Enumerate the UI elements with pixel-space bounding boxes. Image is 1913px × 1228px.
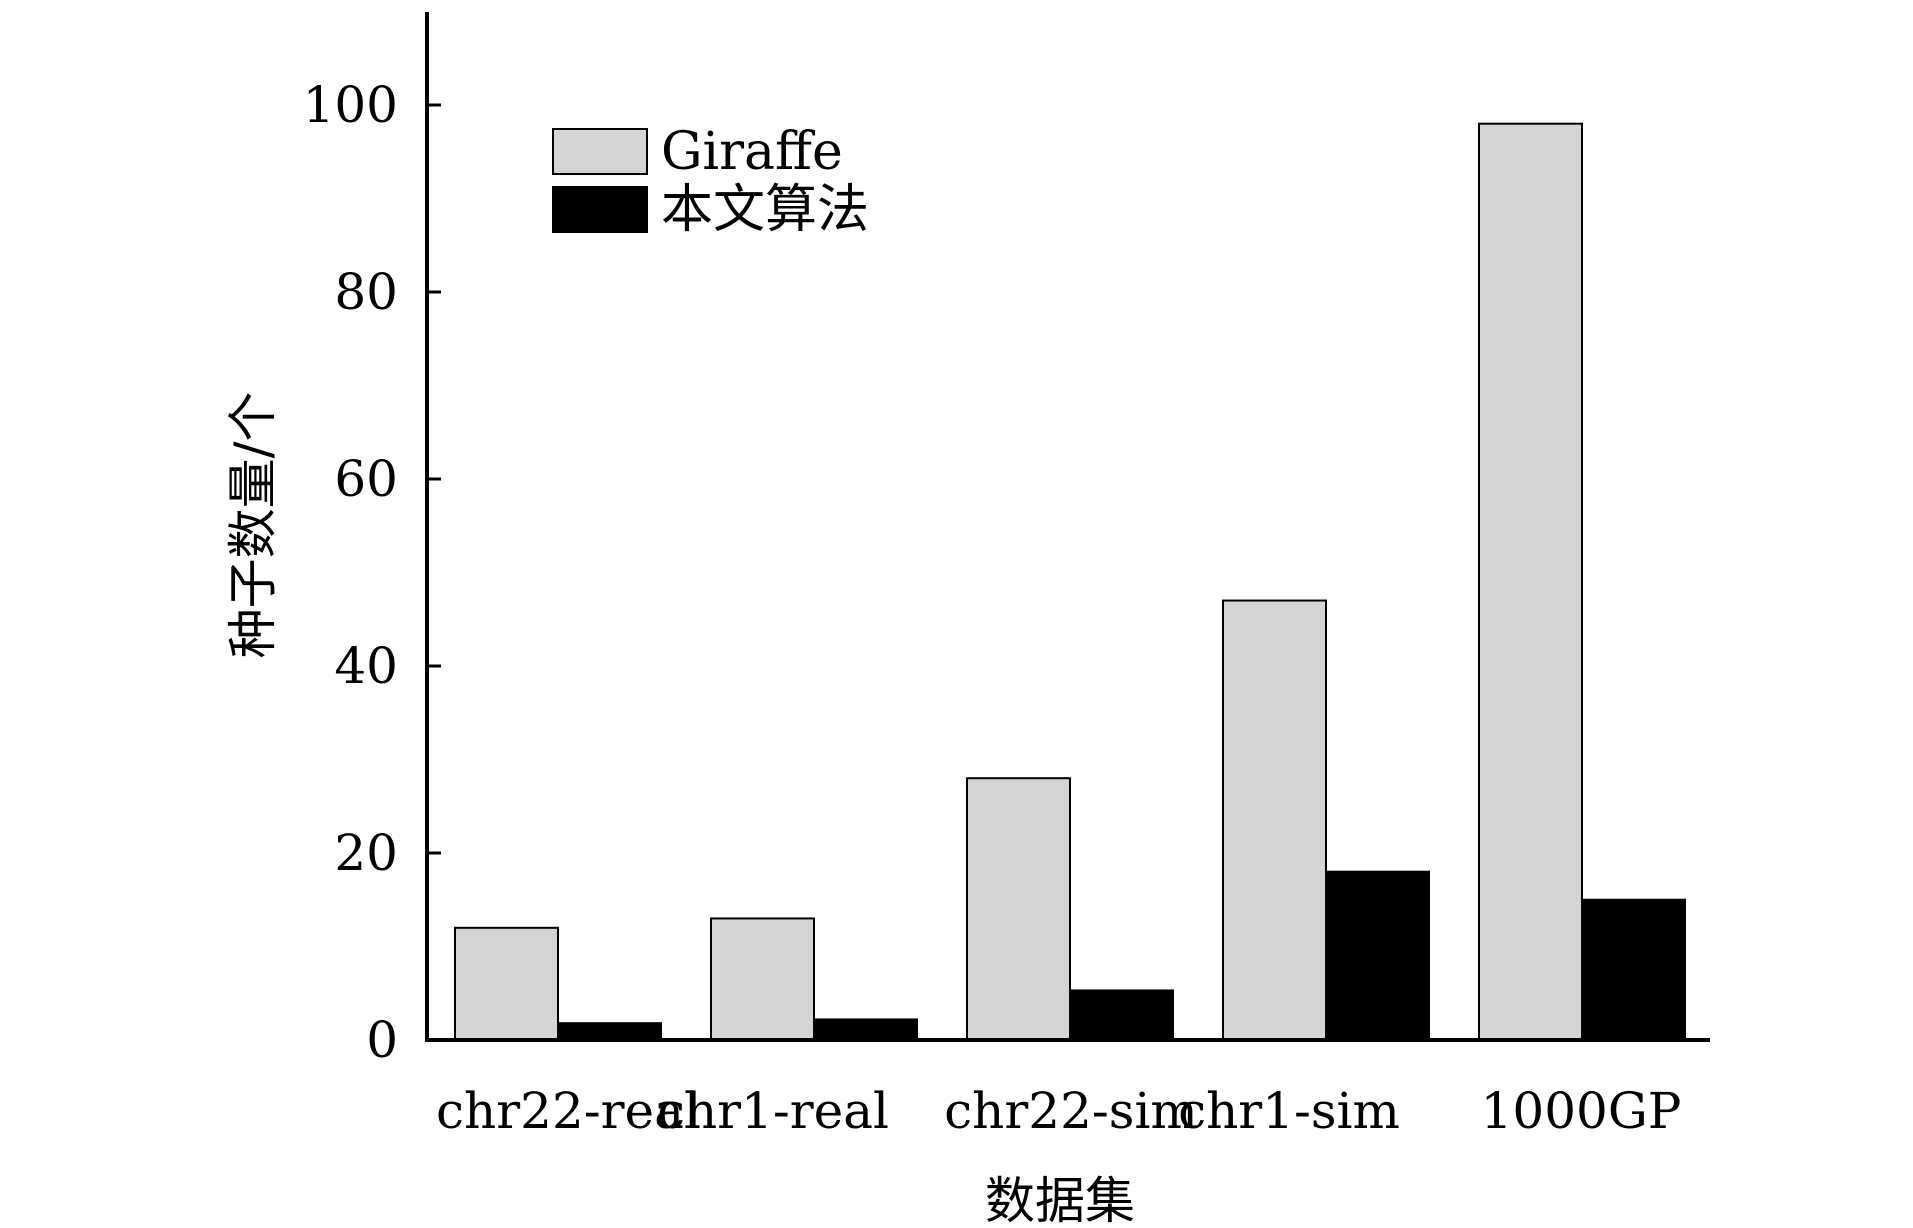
bar-giraffe-chr1-sim [1222,599,1327,1041]
bar-giraffe-chr22-sim [966,777,1071,1041]
legend-label-ours: 本文算法 [661,180,869,240]
legend-swatch-giraffe [552,128,648,175]
x-tick-label-chr22-sim: chr22-sim [944,1082,1198,1140]
x-axis-title: 数据集 [985,1172,1135,1228]
y-tick-label-40: 40 [334,637,398,695]
bar-giraffe-chr1-real [710,917,815,1042]
x-tick-label-chr1-real: chr1-real [657,1082,889,1140]
x-tick-label-chr1-sim: chr1-sim [1178,1082,1400,1140]
y-tick-label-60: 60 [334,450,398,508]
bar-giraffe-chr22-real [454,926,559,1041]
bar-ours-1000GP [1581,898,1686,1041]
legend-label-giraffe: Giraffe [661,122,843,182]
y-ticks: 0 20 40 60 80 100 [303,76,441,1069]
axes-layer [425,12,1710,1042]
x-tick-label-chr22-real: chr22-real [436,1082,700,1140]
y-tick-label-0: 0 [366,1011,398,1069]
bar-ours-chr1-sim [1325,870,1430,1042]
bars-layer [454,122,1686,1042]
y-tick-label-100: 100 [303,76,398,134]
bar-ours-chr22-real [557,1022,662,1041]
bar-ours-chr1-real [813,1018,918,1041]
y-axis-title: 种子数量/个 [224,392,282,659]
bar-ours-chr22-sim [1069,989,1174,1042]
legend-swatch-ours [552,186,648,233]
y-tick-label-80: 80 [334,263,398,321]
y-tick-label-20: 20 [334,824,398,882]
bar-giraffe-1000GP [1478,122,1583,1041]
x-tick-label-1000GP: 1000GP [1481,1082,1682,1140]
